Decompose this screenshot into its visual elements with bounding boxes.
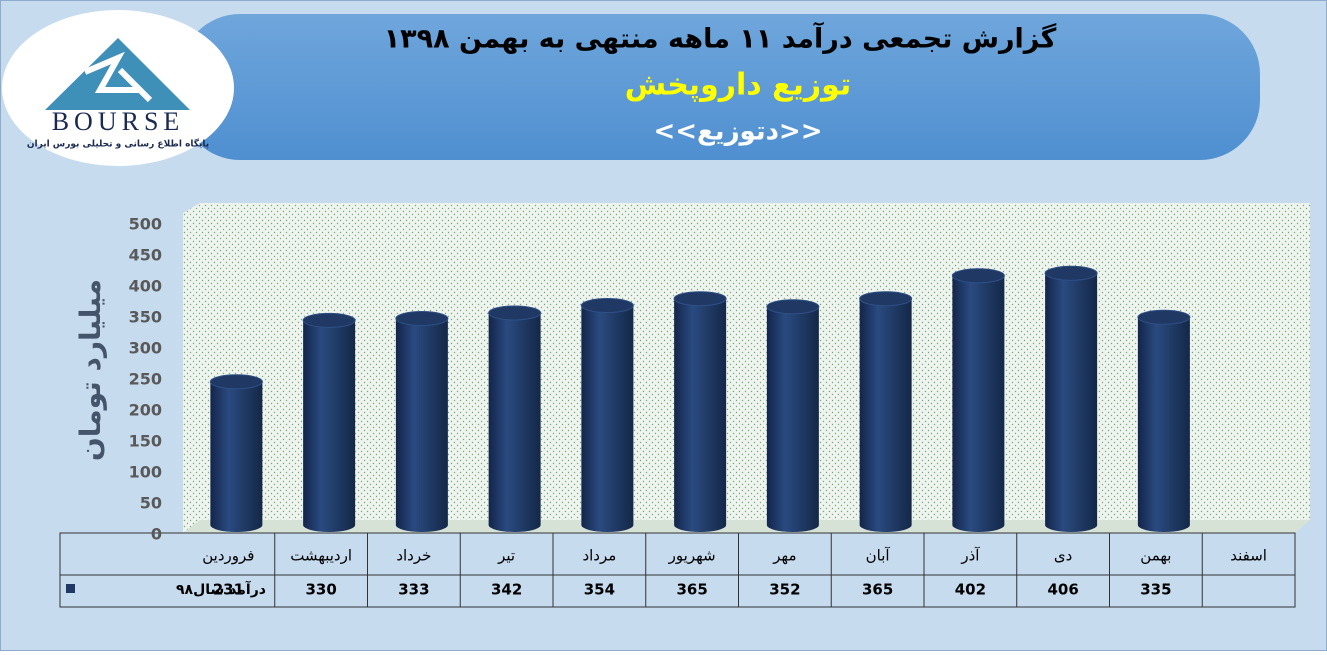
x-tick-label: فروردین [202,547,254,565]
table-value: 342 [491,581,522,599]
plot-wall [200,203,1310,520]
legend-key [66,584,75,593]
table-value: 333 [398,581,429,599]
bar-top [951,268,1005,284]
table-value: 352 [769,581,800,599]
bar-top [302,312,356,328]
bar [303,320,356,532]
table-value: 406 [1047,581,1078,599]
bar-top [395,311,449,327]
bar-top [209,374,263,390]
y-tick-label: 250 [129,370,162,389]
y-axis-title: میلیارد تومان [74,279,107,461]
bar-top [580,298,634,314]
bar [581,305,634,532]
y-tick-label: 200 [129,401,162,420]
y-tick-label: 100 [129,463,162,482]
bar [488,312,541,532]
logo-tagline: پایگاه اطلاع رسانی و تحلیلی بورس ایران [27,138,209,150]
x-tick-label: خرداد [396,547,431,565]
x-tick-label: آبان [866,547,891,565]
bar [674,298,727,532]
x-tick-label: مرداد [582,547,616,565]
y-tick-label: 500 [129,215,162,234]
chart-subtitle-2: <<دتوزیع>> [653,117,822,147]
bar-top [766,299,820,315]
x-tick-label: دی [1054,547,1072,565]
bar-top [673,291,727,307]
plot-side-wall [183,203,200,533]
bar-top [488,305,542,321]
bar [766,306,819,532]
y-tick-label: 0 [151,525,162,544]
bar-top [1044,265,1098,281]
x-tick-label: بهمن [1140,547,1171,565]
x-tick-label: مهر [772,547,796,565]
title-banner [180,14,1260,160]
bar [1045,273,1098,532]
logo-mark-lines [83,51,153,103]
y-tick-label: 450 [129,246,162,265]
table-value: 354 [584,581,615,599]
x-tick-label: اسفند [1230,547,1267,565]
bar [859,298,912,532]
table-value: 365 [862,581,893,599]
chart-title: گزارش تجمعی درآمد ۱۱ ماهه منتهی به بهمن … [384,22,1057,55]
x-tick-label: آذر [960,547,980,565]
y-tick-label: 400 [129,277,162,296]
table-value: 335 [1140,581,1171,599]
x-tick-label: اردیبهشت [290,547,352,565]
table-value: 231 [213,581,244,599]
bar [952,275,1005,532]
logo-mark [45,38,190,110]
y-tick-label: 50 [140,494,162,513]
plot-floor [183,520,1310,533]
legend-label: درآمد سال۹۸ [176,580,266,598]
x-tick-label: شهریور [668,547,716,565]
table-value: 365 [676,581,707,599]
bar [1137,317,1190,532]
table-value: 330 [305,581,336,599]
chart-subtitle: توزیع داروپخش [625,68,851,103]
table-value: 402 [955,581,986,599]
bar-top [859,291,913,307]
x-tick-label: تیر [497,547,515,565]
y-tick-label: 150 [129,432,162,451]
y-tick-label: 350 [129,308,162,327]
y-tick-label: 300 [129,339,162,358]
bar [395,318,448,532]
bar-top [1137,309,1191,325]
logo-name: BOURSE [52,107,185,136]
bar [210,381,263,532]
